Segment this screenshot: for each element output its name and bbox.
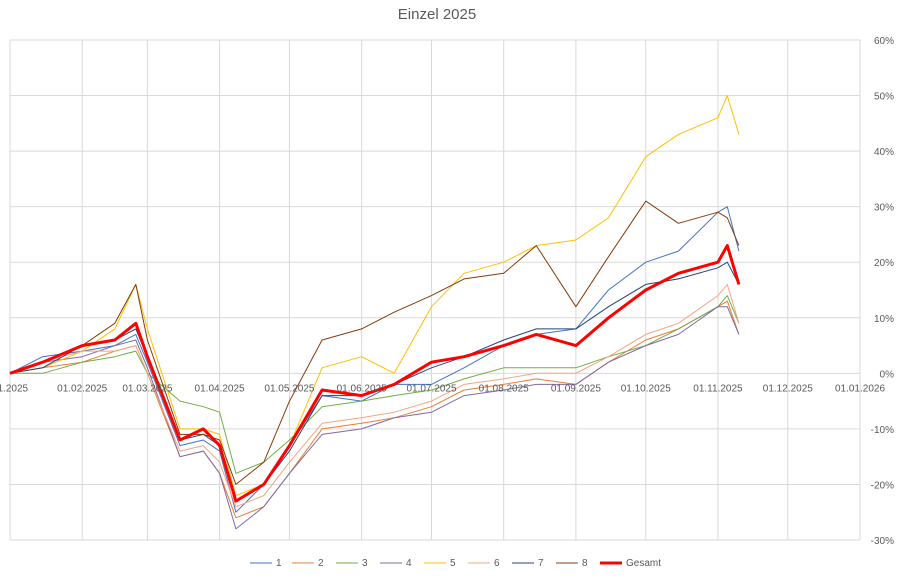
legend-item-6: 6 — [468, 558, 500, 569]
legend-label: Gesamt — [626, 558, 661, 569]
y-tick-label: 10% — [874, 314, 894, 325]
legend-item-3: 3 — [336, 558, 368, 569]
x-tick-label: 01.01.2026 — [835, 383, 885, 394]
x-tick-label: 01.10.2025 — [621, 383, 671, 394]
y-tick-label: 40% — [874, 147, 894, 158]
chart-title: Einzel 2025 — [398, 6, 476, 23]
series-line-gesamt — [9, 244, 741, 503]
series-line-4 — [9, 306, 740, 530]
legend-item-4: 4 — [380, 558, 412, 569]
legend-label: 2 — [318, 558, 324, 569]
x-tick-label: 01.06.2025 — [337, 383, 387, 394]
x-tick-label: 01.12.2025 — [763, 383, 813, 394]
series-line-1 — [9, 206, 740, 513]
x-tick-label: 01.02.2025 — [57, 383, 107, 394]
y-tick-label: 20% — [874, 258, 894, 269]
legend-item-1: 1 — [250, 558, 282, 569]
legend-label: 6 — [494, 558, 500, 569]
y-tick-label: -20% — [871, 480, 894, 491]
series-line-5 — [9, 95, 740, 497]
x-tick-label: 01.09.2025 — [551, 383, 601, 394]
series-line-8 — [9, 200, 740, 485]
legend-item-2: 2 — [292, 558, 324, 569]
series-line-2 — [9, 300, 740, 519]
legend-label: 7 — [538, 558, 544, 569]
legend-item-5: 5 — [424, 558, 456, 569]
series-line-3 — [10, 295, 740, 474]
series-line-6 — [9, 283, 740, 508]
legend-item-gesamt: Gesamt — [600, 558, 661, 569]
x-tick-label: 01.03.2025 — [122, 383, 172, 394]
axis-layer: -30% -20% -10% 0% 10% 20% 30% 40% 50% 60% 01.2025 0… — [0, 36, 894, 547]
x-tick-label: 01.11.2025 — [693, 383, 743, 394]
y-tick-label: 30% — [874, 203, 894, 214]
series-layer — [9, 95, 741, 530]
y-tick-label: 50% — [874, 92, 894, 103]
x-tick-label: 01.2025 — [0, 383, 29, 394]
x-tick-label: 01.08.2025 — [479, 383, 529, 394]
legend-label: 8 — [582, 558, 588, 569]
y-tick-label: 60% — [874, 36, 894, 47]
legend-label: 4 — [406, 558, 412, 569]
x-tick-label: 01.04.2025 — [195, 383, 245, 394]
x-tick-label: 01.07.2025 — [406, 383, 456, 394]
legend-item-8: 8 — [556, 558, 588, 569]
legend: 1 2 3 4 5 6 7 8 Gesamt — [250, 558, 661, 569]
y-tick-label: -10% — [871, 425, 894, 436]
legend-label: 5 — [450, 558, 456, 569]
grid-layer — [9, 39, 861, 541]
legend-label: 3 — [362, 558, 368, 569]
series-line-7 — [9, 261, 740, 502]
y-tick-label: -30% — [871, 536, 894, 547]
y-tick-label: 0% — [880, 369, 895, 380]
legend-label: 1 — [276, 558, 282, 569]
legend-item-7: 7 — [512, 558, 544, 569]
x-tick-label: 01.05.2025 — [264, 383, 314, 394]
